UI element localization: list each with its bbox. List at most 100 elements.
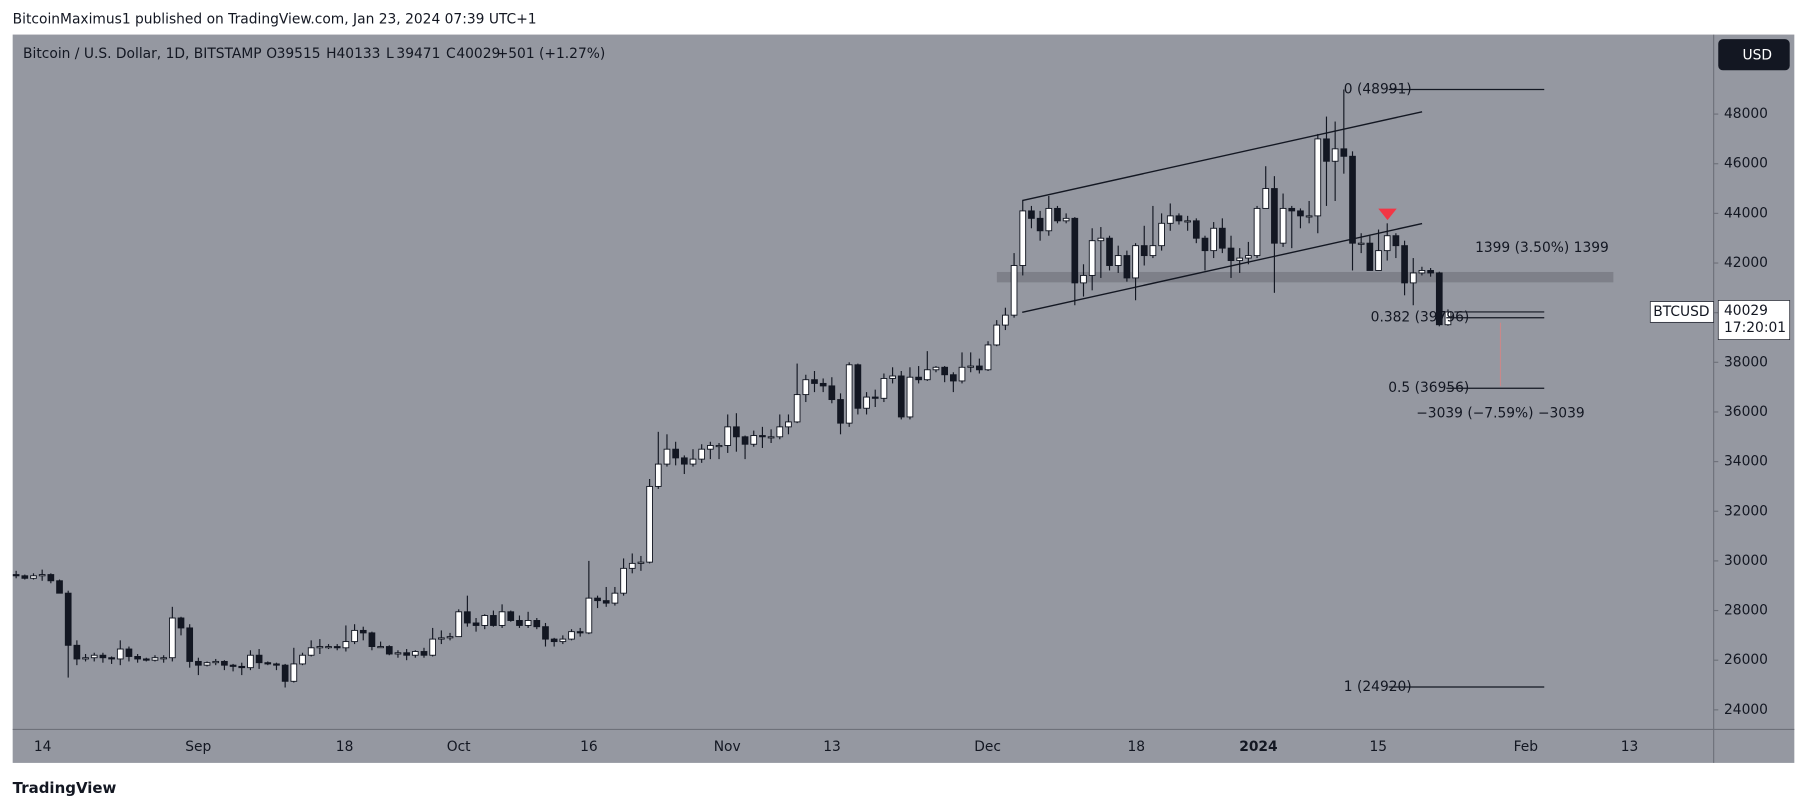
candle-body [1088,240,1096,276]
candle-body [620,567,627,594]
candle-body [646,485,653,563]
candle-body [1435,272,1443,326]
candle-body [1392,235,1400,247]
candle-body [1028,210,1035,219]
candle-body [238,665,246,669]
candle-body [221,660,228,666]
candle-body [1166,215,1174,224]
y-tick-label: 38000 [1724,354,1768,370]
candle-body [715,445,723,448]
candle-body [273,663,280,666]
candle-body [889,375,896,379]
candle-body [1340,148,1348,157]
candle-body [264,662,272,665]
candle-body [21,575,29,579]
candle-body [923,369,931,381]
candle-body [333,646,341,649]
candle-body [524,620,532,626]
x-tick-label: Oct [447,739,471,755]
candle-body [30,575,37,579]
candle-body [1314,138,1322,217]
candle-body [1184,220,1191,223]
candle-body [186,627,194,662]
candle-body [637,561,645,564]
candle-body [177,617,185,629]
candle-body [1097,237,1105,242]
candle-body [854,364,862,409]
candle-body [863,396,870,409]
y-tick-label: 34000 [1724,454,1768,470]
candle-body [1375,250,1382,271]
candle-body [819,382,827,387]
candle-body [750,435,758,445]
x-tick-label: Feb [1514,739,1539,755]
candle-body [64,592,72,646]
candle-body [733,426,740,438]
candle-body [1019,210,1027,266]
candle-body [559,638,567,643]
candle-body [1418,270,1426,274]
candle-body [1253,207,1261,257]
candle-body [880,377,888,399]
candle-body [1106,237,1113,266]
time-axis-area [12,729,1714,763]
candle-body [932,366,940,371]
candle-body [707,445,714,450]
candle-body [1427,270,1434,274]
candle-body [516,620,523,626]
symbol-tag [1649,301,1714,323]
candle-body [134,656,141,660]
candle-body [1114,255,1122,266]
candle-body [1444,311,1452,326]
candle-body [1218,227,1226,249]
candle-body [1262,188,1270,209]
candle-body [837,399,844,424]
candle-body [394,652,402,655]
y-tick-label: 46000 [1724,156,1768,172]
candle-body [1045,207,1053,232]
candle-body [594,597,601,602]
candle-body [99,654,107,659]
red-marker [1378,208,1397,221]
candle-body [160,657,167,660]
candle-body [802,379,810,396]
currency-button[interactable] [1718,39,1790,71]
candle-body [411,651,419,656]
candle-body [602,600,610,604]
candle-body [420,651,428,656]
candle-body [1192,220,1200,239]
legend-ohlc-letter: L [386,46,394,62]
candle-body [1210,227,1218,252]
candle-body [429,638,437,656]
candle-body [82,657,89,660]
x-tick-label: Sep [185,739,211,755]
legend-ohlc-value: 40029 [456,46,500,62]
candle-body [116,648,124,660]
candle-body [568,631,575,640]
candle-body [654,463,662,487]
candle-body [1349,155,1356,244]
candle-body [1271,188,1278,244]
x-tick-label: Dec [974,739,1001,755]
candle-body [663,448,671,465]
legend-ohlc-letter: O [266,46,277,62]
candle-body [785,421,792,428]
candle-body [1123,255,1131,279]
candle-body [1201,237,1209,252]
candle-body [976,365,983,371]
candle-body [1036,217,1044,232]
fib-label: 1 (24920) [1344,679,1412,695]
candle-body [108,657,115,660]
candle-body [759,435,766,438]
candle-body [793,394,801,423]
candle-body [941,366,948,376]
candle-body [576,631,584,634]
candle-body [403,652,410,656]
candle-body [1331,148,1339,162]
candles [12,89,1452,688]
candle-body [949,374,957,382]
plot-area [12,34,1714,730]
candle-body [1002,314,1009,326]
y-tick-label: 48000 [1724,106,1768,122]
